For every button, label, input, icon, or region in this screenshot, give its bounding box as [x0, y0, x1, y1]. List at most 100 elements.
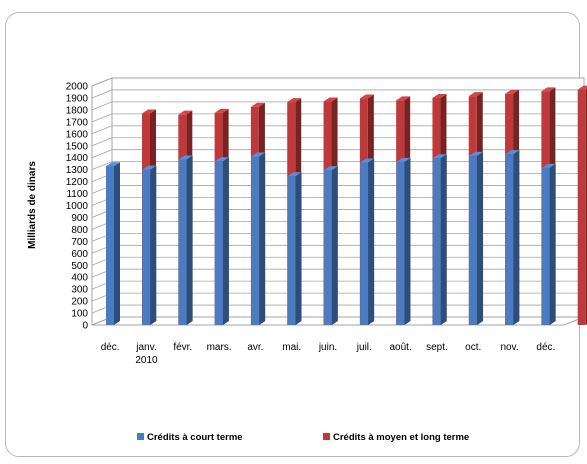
y-tick-label: 1600 — [66, 129, 89, 140]
y-tick-label: 1100 — [66, 189, 88, 200]
bar-short-term — [178, 155, 193, 325]
x-tick-label: nov. — [500, 342, 518, 353]
bar-front — [432, 158, 441, 325]
bar-long-term — [577, 85, 587, 326]
bar-top — [541, 87, 556, 92]
bar-front — [178, 159, 187, 325]
gridline — [91, 161, 584, 171]
y-tick-label: 800 — [71, 225, 88, 236]
bar-side — [222, 157, 229, 325]
bar-short-term — [214, 157, 229, 325]
y-tick-label: 700 — [71, 237, 88, 248]
x-tick-label: janv. — [135, 342, 156, 353]
bar-top — [396, 96, 411, 101]
gridline — [91, 89, 584, 99]
bar-side — [404, 157, 411, 325]
x-tick-label: avr. — [247, 342, 263, 353]
bar-short-term — [142, 165, 157, 325]
bar-top — [251, 152, 266, 157]
x-tick-label: août. — [389, 342, 411, 353]
y-tick-label: 900 — [71, 213, 88, 224]
y-tick-label: 100 — [71, 309, 88, 320]
bar-short-term — [396, 157, 411, 325]
x-tick-sublabel: 2010 — [135, 355, 158, 366]
x-tick-label: juin. — [318, 342, 337, 353]
gridline — [91, 137, 584, 147]
legend-swatch — [137, 433, 144, 440]
legend: Crédits à court terme Crédits à moyen et … — [137, 432, 469, 443]
x-tick-label: juil. — [356, 342, 372, 353]
bar-top — [142, 165, 157, 170]
bar-front — [505, 154, 514, 325]
bar-side — [150, 165, 157, 325]
bar-front — [287, 176, 296, 325]
bar-front — [396, 161, 405, 325]
x-tick-label: déc. — [536, 342, 555, 353]
y-tick-label: 1200 — [66, 177, 89, 188]
bar-front — [251, 156, 260, 325]
legend-label: Crédits à moyen et long terme — [333, 432, 469, 443]
gridline — [91, 101, 584, 111]
y-tick-label: 400 — [71, 273, 88, 284]
bar-side — [331, 166, 338, 325]
bar-top — [178, 110, 193, 115]
legend-swatch — [323, 433, 330, 440]
bar-top — [250, 102, 265, 107]
bar-top — [106, 162, 120, 167]
y-tick-label: 500 — [71, 261, 88, 272]
bar-top — [214, 157, 229, 162]
y-tick-label: 1400 — [66, 153, 89, 164]
y-tick-label: 1000 — [66, 201, 89, 212]
bar-top — [359, 94, 374, 99]
bar-top — [468, 92, 483, 97]
bar-top — [214, 108, 229, 113]
bar-short-term — [432, 154, 447, 325]
y-tick-label: 600 — [71, 249, 88, 260]
bar-top — [505, 150, 520, 155]
bar-side — [549, 163, 556, 325]
bar-front — [360, 162, 369, 325]
bar-side — [440, 154, 447, 325]
bar-side — [259, 152, 266, 325]
y-tick-label: 0 — [82, 321, 88, 332]
bar-front — [106, 166, 114, 325]
bar-top — [323, 97, 338, 102]
y-tick-label: 200 — [71, 297, 88, 308]
bar-top — [287, 172, 302, 177]
bar-short-term — [287, 172, 302, 325]
y-axis-ticks: 0100200300400500600700800900100011001200… — [66, 82, 89, 332]
bar-top — [432, 93, 447, 98]
y-tick-label: 1700 — [66, 117, 89, 128]
bar-short-term — [469, 151, 484, 325]
x-axis-ticks: déc. janv. 2010 févr. mars. avr. mai. juin. juil… — [101, 342, 556, 366]
bar-front — [541, 167, 550, 325]
y-tick-label: 2000 — [66, 82, 89, 93]
bar-side — [368, 158, 375, 325]
bars — [106, 85, 587, 326]
y-tick-label: 1900 — [66, 93, 89, 104]
x-tick-label: oct. — [465, 342, 481, 353]
y-tick-label: 300 — [71, 285, 88, 296]
bar-side — [477, 151, 484, 325]
y-tick-label: 1800 — [66, 105, 89, 116]
bar-side — [295, 172, 302, 325]
gridline — [91, 149, 584, 159]
gridline — [91, 113, 584, 123]
y-tick-label: 1500 — [66, 141, 89, 152]
bar-top — [360, 158, 375, 163]
x-tick-label: févr. — [173, 342, 192, 353]
gridline — [91, 77, 584, 87]
bar-top — [178, 155, 193, 160]
bar-top — [505, 89, 520, 94]
x-tick-label: mars. — [207, 342, 232, 353]
x-tick-label: sept. — [426, 342, 448, 353]
bar-short-term — [323, 166, 338, 325]
bar-side — [513, 150, 520, 325]
x-tick-label: mai. — [282, 342, 301, 353]
bar-short-term — [106, 162, 120, 325]
bar-short-term — [505, 150, 520, 325]
bar-front — [577, 89, 586, 326]
bar-front — [214, 161, 223, 325]
bar-short-term — [541, 163, 556, 325]
bar-top — [287, 98, 302, 103]
